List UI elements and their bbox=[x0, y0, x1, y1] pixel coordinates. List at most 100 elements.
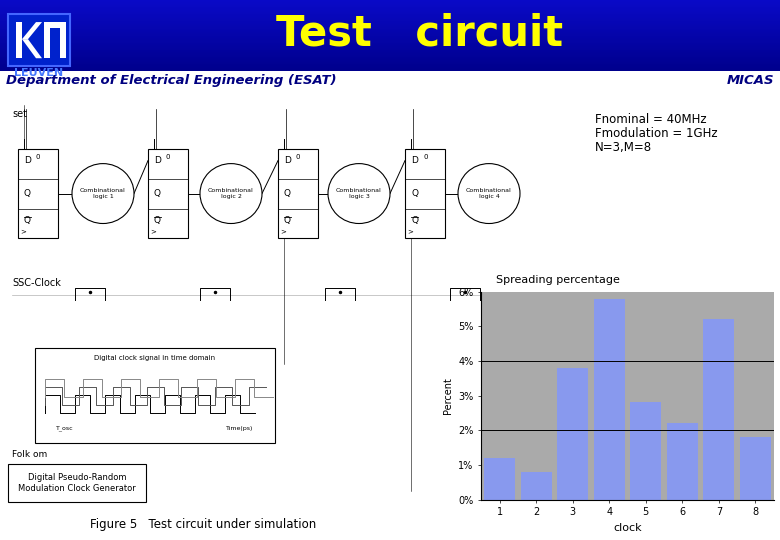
Text: 0: 0 bbox=[423, 153, 427, 160]
Text: Figure 5   Test circuit under simulation: Figure 5 Test circuit under simulation bbox=[90, 518, 316, 531]
Bar bbox=[0, 18, 780, 19]
Bar bbox=[0, 1, 780, 2]
Bar bbox=[405, 148, 445, 239]
Polygon shape bbox=[22, 39, 42, 58]
Ellipse shape bbox=[72, 164, 134, 224]
Bar bbox=[557, 368, 588, 500]
Text: Q: Q bbox=[284, 189, 291, 198]
Bar bbox=[0, 53, 780, 55]
Text: Test   circuit: Test circuit bbox=[276, 12, 564, 54]
Bar bbox=[0, 5, 780, 6]
Text: Q: Q bbox=[154, 189, 161, 198]
Bar bbox=[0, 28, 780, 29]
Bar bbox=[0, 60, 780, 62]
Bar bbox=[594, 299, 625, 500]
Text: D: D bbox=[24, 156, 31, 165]
Bar bbox=[0, 57, 780, 58]
Bar bbox=[0, 31, 780, 32]
Bar bbox=[0, 56, 780, 57]
Bar bbox=[0, 59, 780, 60]
Bar bbox=[0, 38, 780, 39]
Text: N=3,M=8: N=3,M=8 bbox=[595, 140, 652, 154]
Bar bbox=[0, 69, 780, 70]
Bar bbox=[0, 68, 780, 69]
Text: Spreading percentage: Spreading percentage bbox=[496, 275, 620, 285]
Bar bbox=[0, 46, 780, 48]
Bar bbox=[278, 148, 318, 239]
Bar bbox=[0, 32, 780, 33]
Bar bbox=[0, 13, 780, 14]
Bar bbox=[0, 51, 780, 52]
Bar bbox=[0, 11, 780, 12]
Bar bbox=[0, 16, 780, 17]
Text: Combinational
logic 1: Combinational logic 1 bbox=[80, 188, 126, 199]
Bar bbox=[0, 2, 780, 4]
Text: Combinational
logic 4: Combinational logic 4 bbox=[466, 188, 512, 199]
Text: >: > bbox=[407, 228, 413, 234]
Text: Q: Q bbox=[24, 189, 31, 198]
Bar bbox=[0, 0, 780, 1]
Bar bbox=[667, 423, 698, 500]
Bar bbox=[8, 14, 70, 66]
Bar bbox=[484, 458, 515, 500]
Bar bbox=[0, 36, 780, 37]
Polygon shape bbox=[60, 28, 66, 58]
Bar bbox=[0, 39, 780, 40]
Text: 0: 0 bbox=[296, 153, 300, 160]
Bar bbox=[0, 29, 780, 30]
Bar bbox=[0, 65, 780, 66]
Polygon shape bbox=[44, 28, 50, 58]
Bar bbox=[0, 44, 780, 45]
Bar bbox=[704, 319, 735, 500]
Text: Q: Q bbox=[284, 216, 291, 225]
Text: 0: 0 bbox=[36, 153, 41, 160]
Text: D: D bbox=[154, 156, 161, 165]
X-axis label: clock: clock bbox=[613, 523, 642, 532]
Polygon shape bbox=[44, 22, 66, 28]
Text: >: > bbox=[280, 228, 286, 234]
Bar bbox=[0, 49, 780, 50]
Bar bbox=[0, 6, 780, 7]
Bar bbox=[0, 40, 780, 42]
Text: Q: Q bbox=[411, 216, 418, 225]
Bar bbox=[0, 50, 780, 51]
Bar bbox=[0, 55, 780, 56]
Ellipse shape bbox=[200, 164, 262, 224]
Text: LEUVEN: LEUVEN bbox=[15, 68, 63, 78]
Bar bbox=[0, 35, 780, 36]
Bar bbox=[0, 25, 780, 26]
Text: Combinational
logic 2: Combinational logic 2 bbox=[208, 188, 254, 199]
Ellipse shape bbox=[328, 164, 390, 224]
Text: Q: Q bbox=[411, 189, 418, 198]
Bar bbox=[0, 37, 780, 38]
Text: Time(ps): Time(ps) bbox=[226, 426, 254, 431]
Bar bbox=[630, 402, 661, 500]
Bar bbox=[520, 472, 551, 500]
Bar bbox=[18, 148, 58, 239]
Bar bbox=[0, 14, 780, 16]
Text: set: set bbox=[12, 109, 27, 119]
Bar bbox=[0, 58, 780, 59]
Text: Combinational
logic 3: Combinational logic 3 bbox=[336, 188, 382, 199]
Bar bbox=[8, 464, 146, 502]
Text: >: > bbox=[20, 228, 26, 234]
Bar bbox=[0, 62, 780, 63]
Bar bbox=[0, 19, 780, 20]
Text: D: D bbox=[411, 156, 418, 165]
Text: D: D bbox=[284, 156, 291, 165]
Text: Department of Electrical Engineering (ESAT): Department of Electrical Engineering (ES… bbox=[6, 74, 336, 87]
Bar bbox=[0, 33, 780, 35]
Polygon shape bbox=[22, 22, 42, 39]
Bar bbox=[0, 64, 780, 65]
Bar bbox=[0, 24, 780, 25]
Bar bbox=[0, 45, 780, 46]
Bar bbox=[148, 148, 188, 239]
Text: Digital clock signal in time domain: Digital clock signal in time domain bbox=[94, 355, 215, 361]
Text: >: > bbox=[150, 228, 156, 234]
Bar bbox=[0, 8, 780, 10]
Bar bbox=[0, 12, 780, 13]
Text: 0: 0 bbox=[166, 153, 171, 160]
Text: Digital Pseudo-Random
Modulation Clock Generator: Digital Pseudo-Random Modulation Clock G… bbox=[18, 474, 136, 493]
Text: SSC-Clock: SSC-Clock bbox=[12, 279, 61, 288]
Y-axis label: Percent: Percent bbox=[443, 377, 452, 414]
